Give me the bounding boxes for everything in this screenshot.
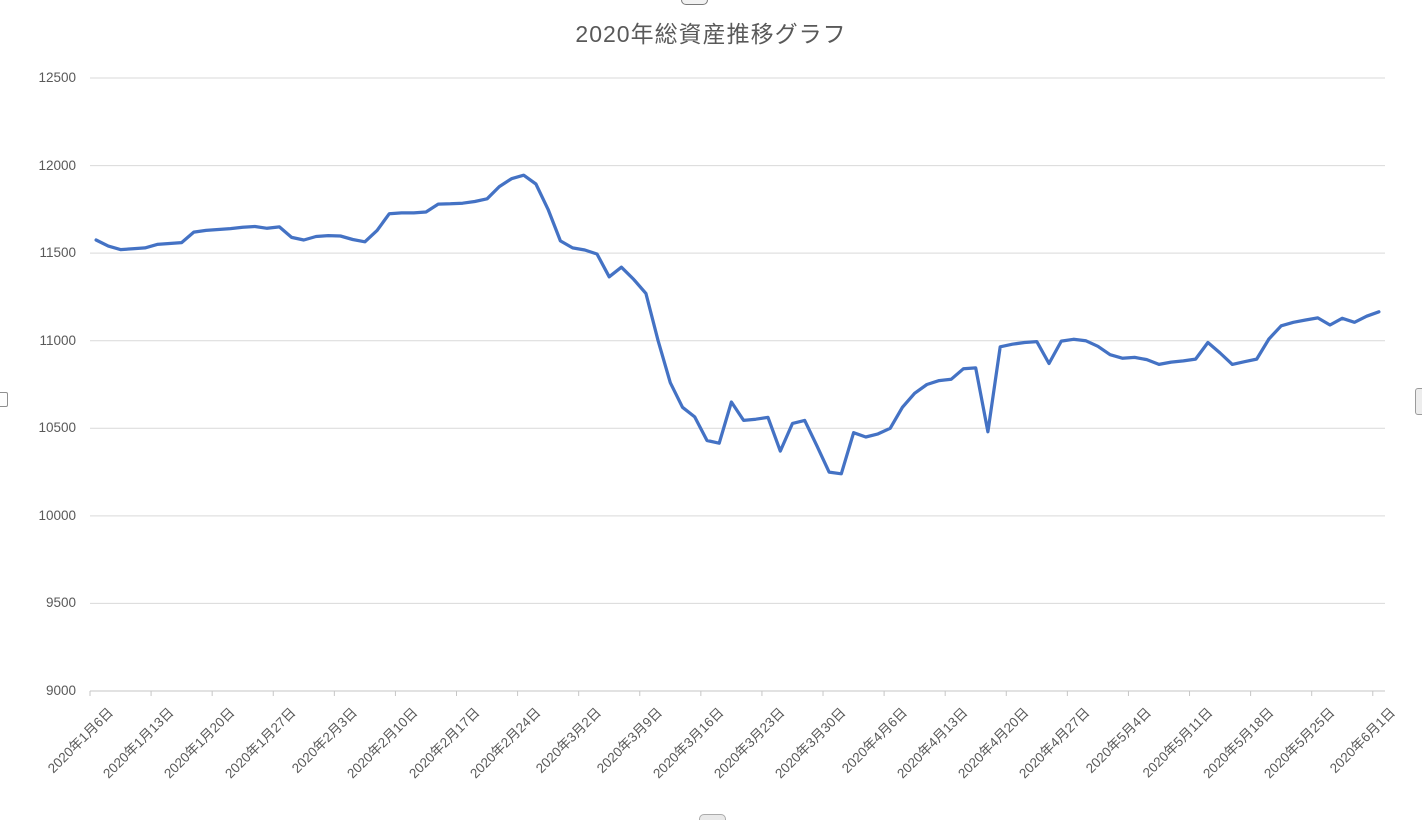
series-line[interactable] bbox=[94, 173, 1381, 476]
x-axis-ticks bbox=[89, 691, 1374, 696]
y-axis-label: 10500 bbox=[38, 420, 76, 436]
y-axis-label: 12000 bbox=[38, 157, 76, 173]
selection-handle-top[interactable] bbox=[681, 0, 708, 5]
y-axis-label: 9500 bbox=[45, 595, 76, 611]
series-group[interactable] bbox=[94, 173, 1381, 476]
selection-handle-left[interactable] bbox=[0, 392, 8, 407]
y-axis-label: 11500 bbox=[39, 245, 76, 261]
selection-handle-right[interactable] bbox=[1415, 388, 1422, 415]
y-axis-label: 9000 bbox=[45, 683, 76, 698]
selection-handle-bottom[interactable] bbox=[699, 814, 726, 820]
gridlines bbox=[90, 77, 1385, 692]
y-axis-label: 12500 bbox=[38, 70, 76, 85]
chart-title[interactable]: 2020年総資産推移グラフ bbox=[575, 21, 847, 47]
y-axis-label: 11000 bbox=[39, 332, 76, 348]
y-axis-label: 10000 bbox=[38, 507, 76, 523]
